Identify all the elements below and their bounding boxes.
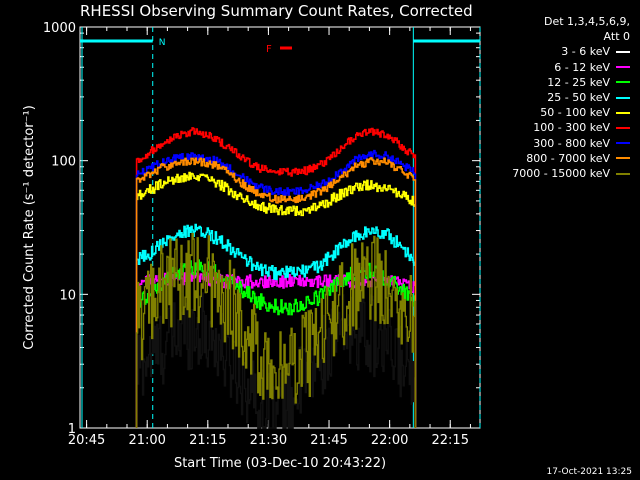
night-label: N — [159, 38, 166, 48]
series-line-25-50keV — [135, 223, 417, 429]
y-tick-label: 10 — [59, 288, 76, 303]
legend-entry-label: 7000 - 15000 keV — [512, 167, 610, 181]
legend-entry: 3 - 6 keV — [512, 44, 630, 59]
legend-swatch — [616, 142, 630, 145]
legend-swatch — [616, 157, 630, 160]
legend-entry: 7000 - 15000 keV — [512, 166, 630, 181]
legend-entry: 800 - 7000 keV — [512, 151, 630, 166]
chart-title: RHESSI Observing Summary Count Rates, Co… — [80, 2, 473, 20]
x-tick-label: 22:15 — [432, 433, 469, 448]
legend-entry-label: 300 - 800 keV — [533, 136, 610, 150]
x-tick-label: 21:45 — [310, 433, 347, 448]
x-tick-label: 21:15 — [189, 433, 226, 448]
legend-entry-label: 3 - 6 keV — [561, 45, 610, 59]
legend-entry-label: 6 - 12 keV — [554, 60, 610, 74]
legend: Det 1,3,4,5,6,9, Att 0 3 - 6 keV 6 - 12 k… — [512, 14, 630, 181]
legend-entry: 100 - 300 keV — [512, 120, 630, 135]
x-axis-label: Start Time (03-Dec-10 20:43:22) — [174, 456, 386, 471]
legend-swatch — [616, 172, 630, 175]
y-tick-label: 100 — [51, 155, 76, 170]
legend-swatch — [616, 66, 630, 69]
legend-entry-label: 100 - 300 keV — [533, 121, 610, 135]
legend-entries: 3 - 6 keV 6 - 12 keV 12 - 25 keV 25 - 50 ke… — [512, 44, 630, 181]
legend-swatch — [616, 96, 630, 99]
legend-entry-label: 25 - 50 keV — [547, 91, 610, 105]
flare-label: F — [266, 44, 272, 55]
y-tick-label: 1000 — [43, 21, 76, 36]
x-tick-label: 21:30 — [250, 433, 287, 448]
x-tick-label: 21:00 — [128, 433, 165, 448]
legend-swatch — [616, 127, 630, 130]
y-tick-label: 1 — [68, 422, 76, 437]
legend-swatch — [616, 111, 630, 114]
series-line-100-300keV — [135, 127, 417, 429]
series-line-300-800keV — [135, 149, 417, 429]
legend-swatch — [616, 81, 630, 84]
legend-swatch — [616, 51, 630, 53]
legend-entry-label: 50 - 100 keV — [540, 106, 610, 120]
series-line-7000-15000keV — [135, 232, 417, 429]
legend-entry: 12 - 25 keV — [512, 75, 630, 90]
x-tick-label: 22:00 — [371, 433, 408, 448]
legend-entry: 6 - 12 keV — [512, 60, 630, 75]
legend-entry-label: 800 - 7000 keV — [526, 151, 610, 165]
series-line-800-7000keV — [135, 157, 417, 429]
series-line-50-100keV — [135, 171, 417, 429]
x-tick-label: 20:45 — [68, 433, 105, 448]
y-axis-label: Corrected Count Rate (s⁻¹ detector⁻¹) — [22, 105, 37, 350]
series-line-3-6keV — [135, 292, 417, 429]
footer-timestamp: 17-Oct-2021 13:25 — [546, 467, 632, 477]
legend-header-2: Att 0 — [603, 30, 630, 44]
legend-header: Det 1,3,4,5,6,9, — [543, 15, 630, 28]
series-layer — [135, 127, 417, 429]
legend-entry: 25 - 50 keV — [512, 90, 630, 105]
legend-entry-label: 12 - 25 keV — [547, 75, 610, 89]
legend-entry: 300 - 800 keV — [512, 136, 630, 151]
legend-entry: 50 - 100 keV — [512, 105, 630, 120]
